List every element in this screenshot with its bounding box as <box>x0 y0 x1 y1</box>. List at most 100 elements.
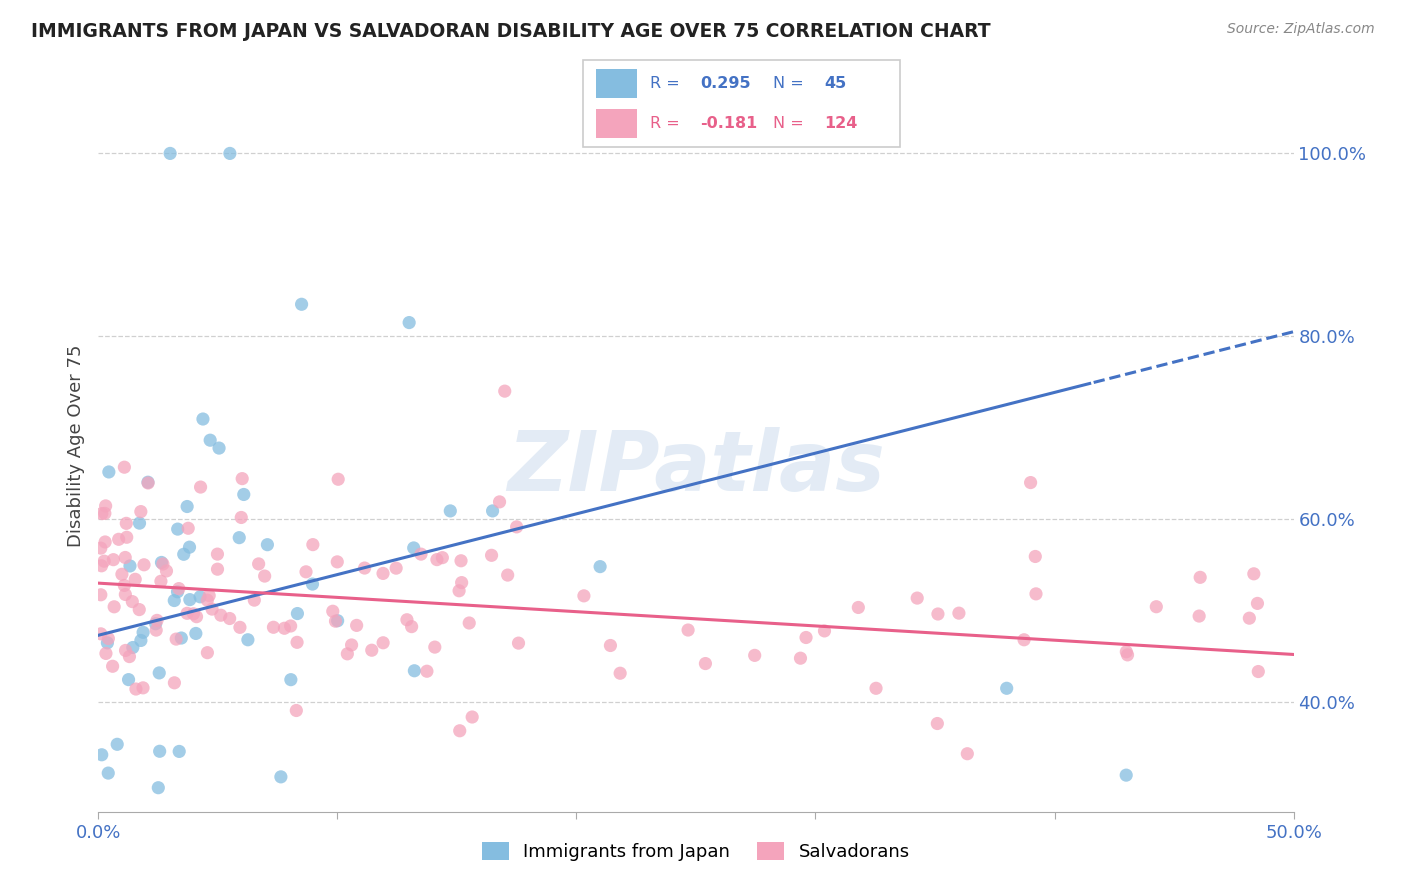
Point <box>115 530 138 544</box>
Point <box>190 480 212 494</box>
Bar <box>596 69 637 98</box>
Point <box>124 572 146 586</box>
Point <box>183 607 205 621</box>
Point <box>346 618 368 632</box>
Point <box>439 504 461 518</box>
Point <box>167 744 190 758</box>
Point <box>132 625 155 640</box>
Point <box>170 631 193 645</box>
Point <box>112 460 135 475</box>
Point <box>103 552 125 566</box>
Point <box>398 316 420 330</box>
Point <box>197 646 219 660</box>
Point <box>163 593 186 607</box>
Point <box>402 541 425 555</box>
Y-axis label: Disability Age Over 75: Disability Age Over 75 <box>66 344 84 548</box>
Point <box>322 604 344 618</box>
Point <box>426 552 449 566</box>
Point <box>449 723 471 738</box>
Point <box>179 592 201 607</box>
Point <box>114 643 136 657</box>
Point <box>125 681 148 696</box>
Point <box>328 472 350 486</box>
Point <box>270 770 292 784</box>
Point <box>152 557 174 571</box>
Point <box>94 647 117 661</box>
Point <box>231 510 253 524</box>
Point <box>90 558 112 573</box>
Point <box>166 584 188 599</box>
Point <box>195 593 218 607</box>
Text: R =: R = <box>650 116 685 131</box>
Point <box>96 636 118 650</box>
Point <box>207 562 229 576</box>
Point <box>247 557 270 571</box>
Point <box>1019 475 1042 490</box>
Point <box>90 507 112 521</box>
Point <box>132 681 155 695</box>
Point <box>371 636 394 650</box>
Point <box>461 710 484 724</box>
Point <box>97 632 120 646</box>
Point <box>132 558 155 572</box>
Point <box>1246 596 1268 610</box>
Point <box>114 550 136 565</box>
Point <box>129 505 152 519</box>
Point <box>599 639 621 653</box>
Point <box>395 613 418 627</box>
Point <box>219 146 242 161</box>
Point <box>165 632 187 646</box>
Point <box>481 504 503 518</box>
Point <box>97 465 120 479</box>
Point <box>262 620 284 634</box>
Point <box>145 616 167 631</box>
Point <box>494 384 516 399</box>
Point <box>340 638 363 652</box>
Text: N =: N = <box>773 76 810 91</box>
Point <box>744 648 766 663</box>
Point <box>231 472 253 486</box>
Point <box>218 611 240 625</box>
Point <box>353 561 375 575</box>
Point <box>146 613 169 627</box>
Point <box>101 659 124 673</box>
Point <box>1012 632 1035 647</box>
Point <box>228 531 250 545</box>
Point <box>94 499 117 513</box>
Point <box>232 487 254 501</box>
Text: IMMIGRANTS FROM JAPAN VS SALVADORAN DISABILITY AGE OVER 75 CORRELATION CHART: IMMIGRANTS FROM JAPAN VS SALVADORAN DISA… <box>31 22 991 41</box>
Point <box>291 297 314 311</box>
Point <box>145 623 167 637</box>
Point <box>1116 648 1139 662</box>
Point <box>404 664 426 678</box>
Point <box>112 578 135 592</box>
Point <box>209 608 232 623</box>
Point <box>163 675 186 690</box>
Point <box>1115 768 1137 782</box>
Point <box>188 590 211 604</box>
Point <box>97 766 120 780</box>
Text: 45: 45 <box>824 76 846 91</box>
Text: 124: 124 <box>824 116 858 131</box>
Point <box>117 673 139 687</box>
Point <box>905 591 928 606</box>
Point <box>385 561 408 575</box>
Point <box>184 626 207 640</box>
Point <box>176 607 198 621</box>
Point <box>93 554 115 568</box>
Point <box>450 554 472 568</box>
Point <box>295 565 318 579</box>
Point <box>128 602 150 616</box>
Point <box>94 535 117 549</box>
Point <box>432 550 454 565</box>
Point <box>285 635 308 649</box>
Text: R =: R = <box>650 76 685 91</box>
Point <box>229 620 252 634</box>
Point <box>105 737 128 751</box>
Point <box>301 577 323 591</box>
Point <box>995 681 1018 696</box>
Point <box>813 624 835 638</box>
Point <box>167 582 190 596</box>
Point <box>676 623 699 637</box>
Point <box>1188 609 1211 624</box>
